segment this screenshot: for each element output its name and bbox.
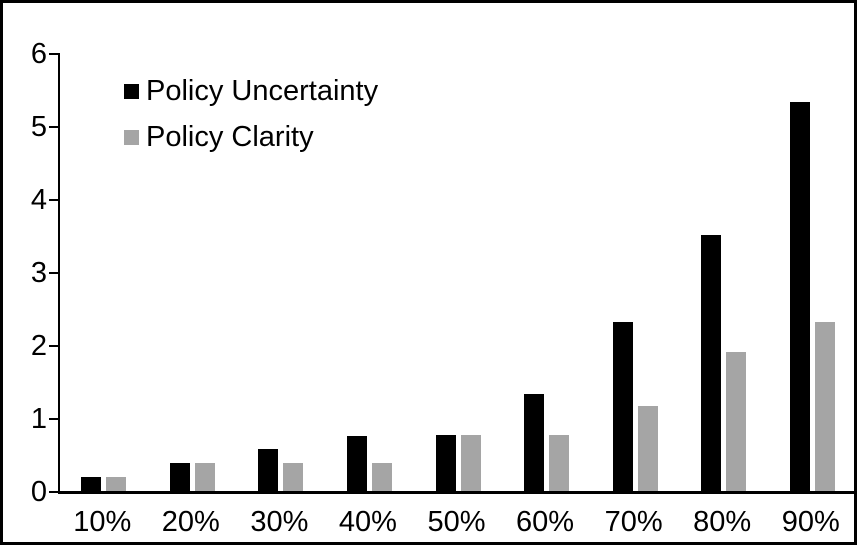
bar-policy-uncertainty [790, 102, 810, 491]
y-tick-mark [49, 53, 59, 55]
y-axis-tick-label: 2 [30, 330, 47, 362]
y-tick-mark [49, 418, 59, 420]
y-axis-tick-label: 0 [30, 476, 47, 508]
x-axis-tick-label: 60% [516, 506, 575, 538]
bar-policy-uncertainty [347, 436, 367, 491]
bar-policy-clarity [549, 435, 569, 491]
y-tick-mark [49, 345, 59, 347]
bar-policy-uncertainty [436, 435, 456, 491]
x-axis-tick-label: 50% [427, 506, 486, 538]
y-axis-tick-label: 1 [30, 403, 47, 435]
legend-swatch-black-square-icon [124, 83, 139, 99]
bar-policy-clarity [815, 322, 835, 491]
bar-policy-uncertainty [524, 394, 544, 491]
bar-policy-clarity [372, 463, 392, 491]
legend-label-policy-clarity: Policy Clarity [146, 121, 314, 153]
y-axis-tick-label: 5 [30, 111, 47, 143]
x-axis-tick-label: 30% [250, 506, 309, 538]
y-tick-mark [49, 126, 59, 128]
bar-policy-uncertainty [170, 463, 190, 491]
y-axis-tick-label: 6 [30, 38, 47, 70]
y-axis-tick-label: 4 [30, 184, 47, 216]
y-tick-mark [49, 272, 59, 274]
x-axis-line [58, 491, 854, 494]
legend-swatch-gray-square-icon [124, 129, 139, 145]
x-axis-tick-label: 90% [781, 506, 840, 538]
bar-policy-clarity [106, 477, 126, 491]
chart-legend: Policy Uncertainty Policy Clarity [124, 74, 378, 154]
bar-policy-clarity [195, 463, 215, 491]
y-tick-mark [49, 199, 59, 201]
bar-policy-clarity [726, 352, 746, 491]
y-axis-line [58, 53, 60, 494]
legend-label-policy-uncertainty: Policy Uncertainty [146, 75, 379, 107]
x-axis-tick-label: 80% [693, 506, 752, 538]
bar-policy-uncertainty [81, 477, 101, 491]
bar-policy-uncertainty [701, 235, 721, 491]
x-axis-tick-label: 40% [338, 506, 397, 538]
x-axis-tick-label: 10% [73, 506, 132, 538]
bar-policy-clarity [461, 435, 481, 491]
legend-item-policy-uncertainty: Policy Uncertainty [124, 74, 378, 108]
bar-policy-clarity [638, 406, 658, 491]
x-axis-tick-label: 20% [161, 506, 220, 538]
y-axis-tick-label: 3 [30, 257, 47, 289]
bar-policy-uncertainty [258, 449, 278, 491]
x-axis-tick-label: 70% [604, 506, 663, 538]
bar-policy-clarity [283, 463, 303, 491]
legend-item-policy-clarity: Policy Clarity [124, 120, 378, 154]
y-tick-mark [49, 491, 59, 493]
bar-policy-uncertainty [613, 322, 633, 491]
